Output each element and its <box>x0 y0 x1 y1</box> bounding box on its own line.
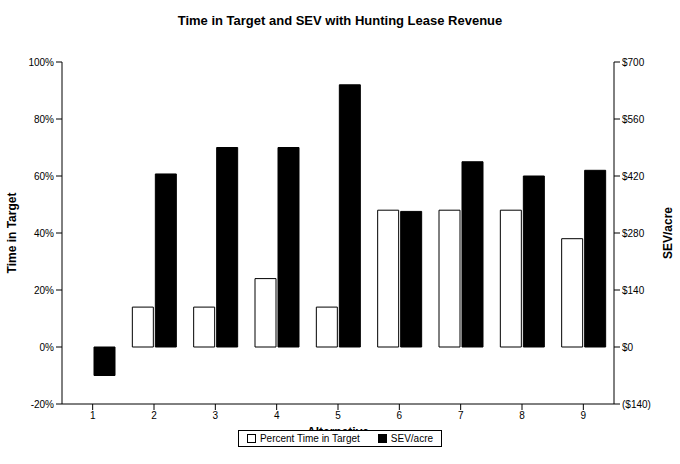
svg-text:7: 7 <box>458 410 464 421</box>
svg-text:SEV/acre: SEV/acre <box>661 207 672 259</box>
svg-text:40%: 40% <box>34 228 54 239</box>
svg-text:2: 2 <box>151 410 157 421</box>
svg-text:$700: $700 <box>622 57 645 68</box>
svg-text:$560: $560 <box>622 114 645 125</box>
html-text:SEV/acre: SEV/acre <box>390 433 434 444</box>
svg-text:6: 6 <box>397 410 403 421</box>
svg-text:100%: 100% <box>28 57 54 68</box>
svg-text:1: 1 <box>90 410 96 421</box>
svg-text:($140): ($140) <box>622 399 651 410</box>
svg-text:4: 4 <box>274 410 280 421</box>
html-text:Time in Target and SEV with Hu: Time in Target and SEV with Hunting Leas… <box>177 13 503 28</box>
svg-text:60%: 60% <box>34 171 54 182</box>
svg-text:$0: $0 <box>622 342 634 353</box>
svg-text:3: 3 <box>213 410 219 421</box>
svg-text:5: 5 <box>335 410 341 421</box>
svg-text:80%: 80% <box>34 114 54 125</box>
svg-text:9: 9 <box>581 410 587 421</box>
svg-text:8: 8 <box>519 410 525 421</box>
svg-text:Time in Target: Time in Target <box>8 193 19 274</box>
svg-text:$280: $280 <box>622 228 645 239</box>
svg-text:0%: 0% <box>40 342 55 353</box>
svg-text:$140: $140 <box>622 285 645 296</box>
svg-text:$420: $420 <box>622 171 645 182</box>
svg-text:20%: 20% <box>34 285 54 296</box>
html-text:Percent Time in Target: Percent Time in Target <box>259 433 360 444</box>
svg-text:-20%: -20% <box>31 399 54 410</box>
